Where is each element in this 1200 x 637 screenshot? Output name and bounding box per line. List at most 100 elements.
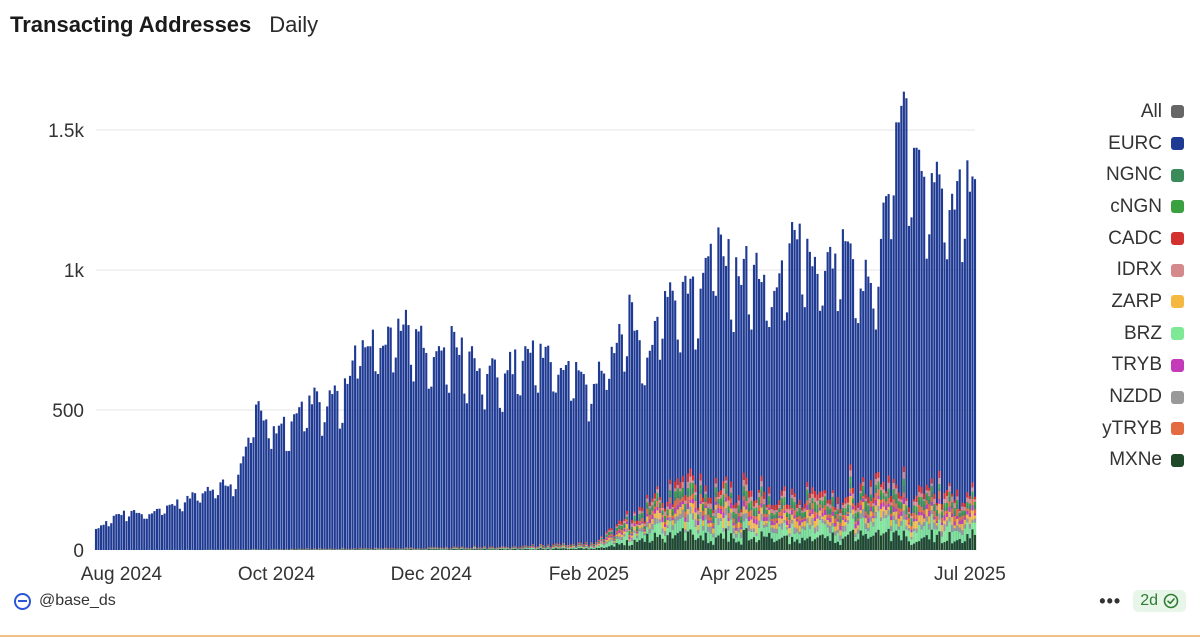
legend-label: CADC: [1108, 227, 1162, 249]
bar-segment-nzdd: [968, 523, 971, 529]
bar-eurc: [354, 345, 357, 550]
bar-segment-mxne: [737, 541, 740, 550]
bar-segment-mxne: [641, 538, 644, 550]
bar-segment-cngn: [877, 481, 880, 486]
bar-segment-zarp: [874, 505, 877, 513]
bar-eurc: [308, 395, 311, 550]
bar-segment-cngn: [727, 506, 730, 510]
bar-segment-mxne: [925, 535, 928, 550]
legend: All EURC NGNC cNGN CADC IDRX ZARP BRZ TRYB NZDD yT…: [984, 96, 1184, 476]
bar-segment-cadc: [890, 495, 893, 503]
legend-item-mxne[interactable]: MXNe: [984, 445, 1184, 477]
bar-segment-ytryb: [826, 514, 829, 518]
bar-segment-ytryb: [653, 506, 656, 510]
bar-eurc: [864, 259, 867, 550]
bar-segment-ngnc: [669, 494, 672, 498]
bar-eurc: [963, 238, 966, 551]
bar-segment-tryb: [892, 506, 895, 512]
bar-segment-ytryb: [902, 492, 905, 498]
refresh-badge[interactable]: 2d: [1133, 590, 1186, 612]
bar-eurc: [94, 528, 98, 550]
bar-eurc: [907, 225, 911, 550]
bar-eurc: [811, 266, 814, 550]
bar-segment-tryb: [704, 505, 707, 508]
bar-eurc: [597, 361, 601, 550]
bar-segment-zarp: [717, 512, 720, 519]
more-options-button[interactable]: •••: [1099, 590, 1122, 611]
legend-item-all[interactable]: All: [984, 96, 1184, 128]
bar-segment-brz: [915, 532, 918, 542]
legend-item-tryb[interactable]: TRYB: [984, 350, 1184, 382]
bar-segment-nzdd: [592, 547, 595, 549]
bar-segment-idrx: [737, 500, 740, 506]
bar-segment-zarp: [567, 547, 570, 548]
bar-segment-zarp: [928, 516, 931, 524]
bar-segment-mxne: [816, 537, 819, 550]
bar-segment-cngn: [895, 494, 898, 500]
bar-eurc: [572, 398, 575, 550]
bar-segment-zarp: [854, 528, 857, 534]
bar-eurc: [628, 294, 631, 550]
bar-segment-ytryb: [867, 514, 870, 519]
bar-segment-mxne: [831, 532, 834, 550]
legend-item-cadc[interactable]: CADC: [984, 223, 1184, 255]
bar-segment-tryb: [656, 507, 659, 511]
bar-eurc: [516, 394, 519, 550]
legend-item-idrx[interactable]: IDRX: [984, 254, 1184, 286]
bar-eurc: [514, 349, 517, 550]
bar-segment-cadc: [745, 477, 748, 485]
legend-item-brz[interactable]: BRZ: [984, 318, 1184, 350]
bar-segment-mxne: [770, 538, 773, 550]
bar-segment-mxne: [956, 540, 959, 550]
bar-segment-zarp: [755, 524, 758, 534]
bar-segment-brz: [968, 528, 971, 539]
bar-segment-cngn: [844, 508, 847, 513]
bar-segment-tryb: [768, 507, 771, 510]
bar-eurc: [636, 330, 639, 550]
bar-segment-nzdd: [854, 533, 857, 537]
bar-eurc: [496, 377, 499, 550]
legend-item-nzdd[interactable]: NZDD: [984, 381, 1184, 413]
bar-segment-zarp: [956, 518, 959, 526]
bar-segment-ngnc: [686, 491, 689, 497]
bar-segment-cngn: [763, 504, 766, 509]
bar-segment-cadc: [938, 470, 941, 478]
bar-segment-cngn: [613, 536, 616, 538]
bar-segment-zarp: [648, 523, 651, 529]
bar-segment-idrx: [770, 508, 773, 513]
bar-segment-tryb: [648, 519, 651, 524]
legend-item-zarp[interactable]: ZARP: [984, 286, 1184, 318]
bar-segment-idrx: [620, 524, 623, 527]
bar-segment-zarp: [686, 508, 689, 515]
bar-eurc: [313, 387, 316, 550]
bar-segment-ngnc: [907, 515, 911, 518]
bar-segment-nzdd: [768, 514, 771, 522]
bar-segment-cadc: [757, 489, 761, 493]
bar-segment-cngn: [663, 516, 667, 519]
bar-eurc: [188, 498, 192, 550]
legend-item-cngn[interactable]: cNGN: [984, 191, 1184, 223]
bar-eurc: [356, 378, 359, 550]
legend-swatch: [1171, 453, 1184, 467]
bar-segment-nzdd: [590, 545, 593, 547]
bar-eurc: [160, 514, 164, 550]
bar-segment-idrx: [851, 493, 855, 499]
bar-segment-brz: [542, 548, 545, 550]
bar-segment-ngnc: [943, 507, 946, 512]
bar-segment-cngn: [702, 504, 705, 507]
legend-item-ngnc[interactable]: NGNC: [984, 159, 1184, 191]
bar-segment-ngnc: [608, 533, 611, 535]
legend-item-ytryb[interactable]: yTRYB: [984, 413, 1184, 445]
footer-author[interactable]: @base_ds: [14, 592, 116, 610]
bar-segment-brz: [948, 521, 951, 533]
bar-segment-idrx: [925, 490, 928, 494]
bar-segment-brz: [813, 533, 817, 540]
legend-item-eurc[interactable]: EURC: [984, 128, 1184, 160]
bar-segment-ytryb: [676, 497, 679, 506]
bar-segment-nzdd: [539, 546, 542, 548]
bar-segment-idrx: [605, 533, 608, 535]
bar-segment-mxne: [521, 549, 524, 550]
bar-segment-idrx: [557, 544, 560, 545]
bar-segment-cadc: [615, 524, 618, 527]
bar-segment-ngnc: [658, 504, 662, 508]
